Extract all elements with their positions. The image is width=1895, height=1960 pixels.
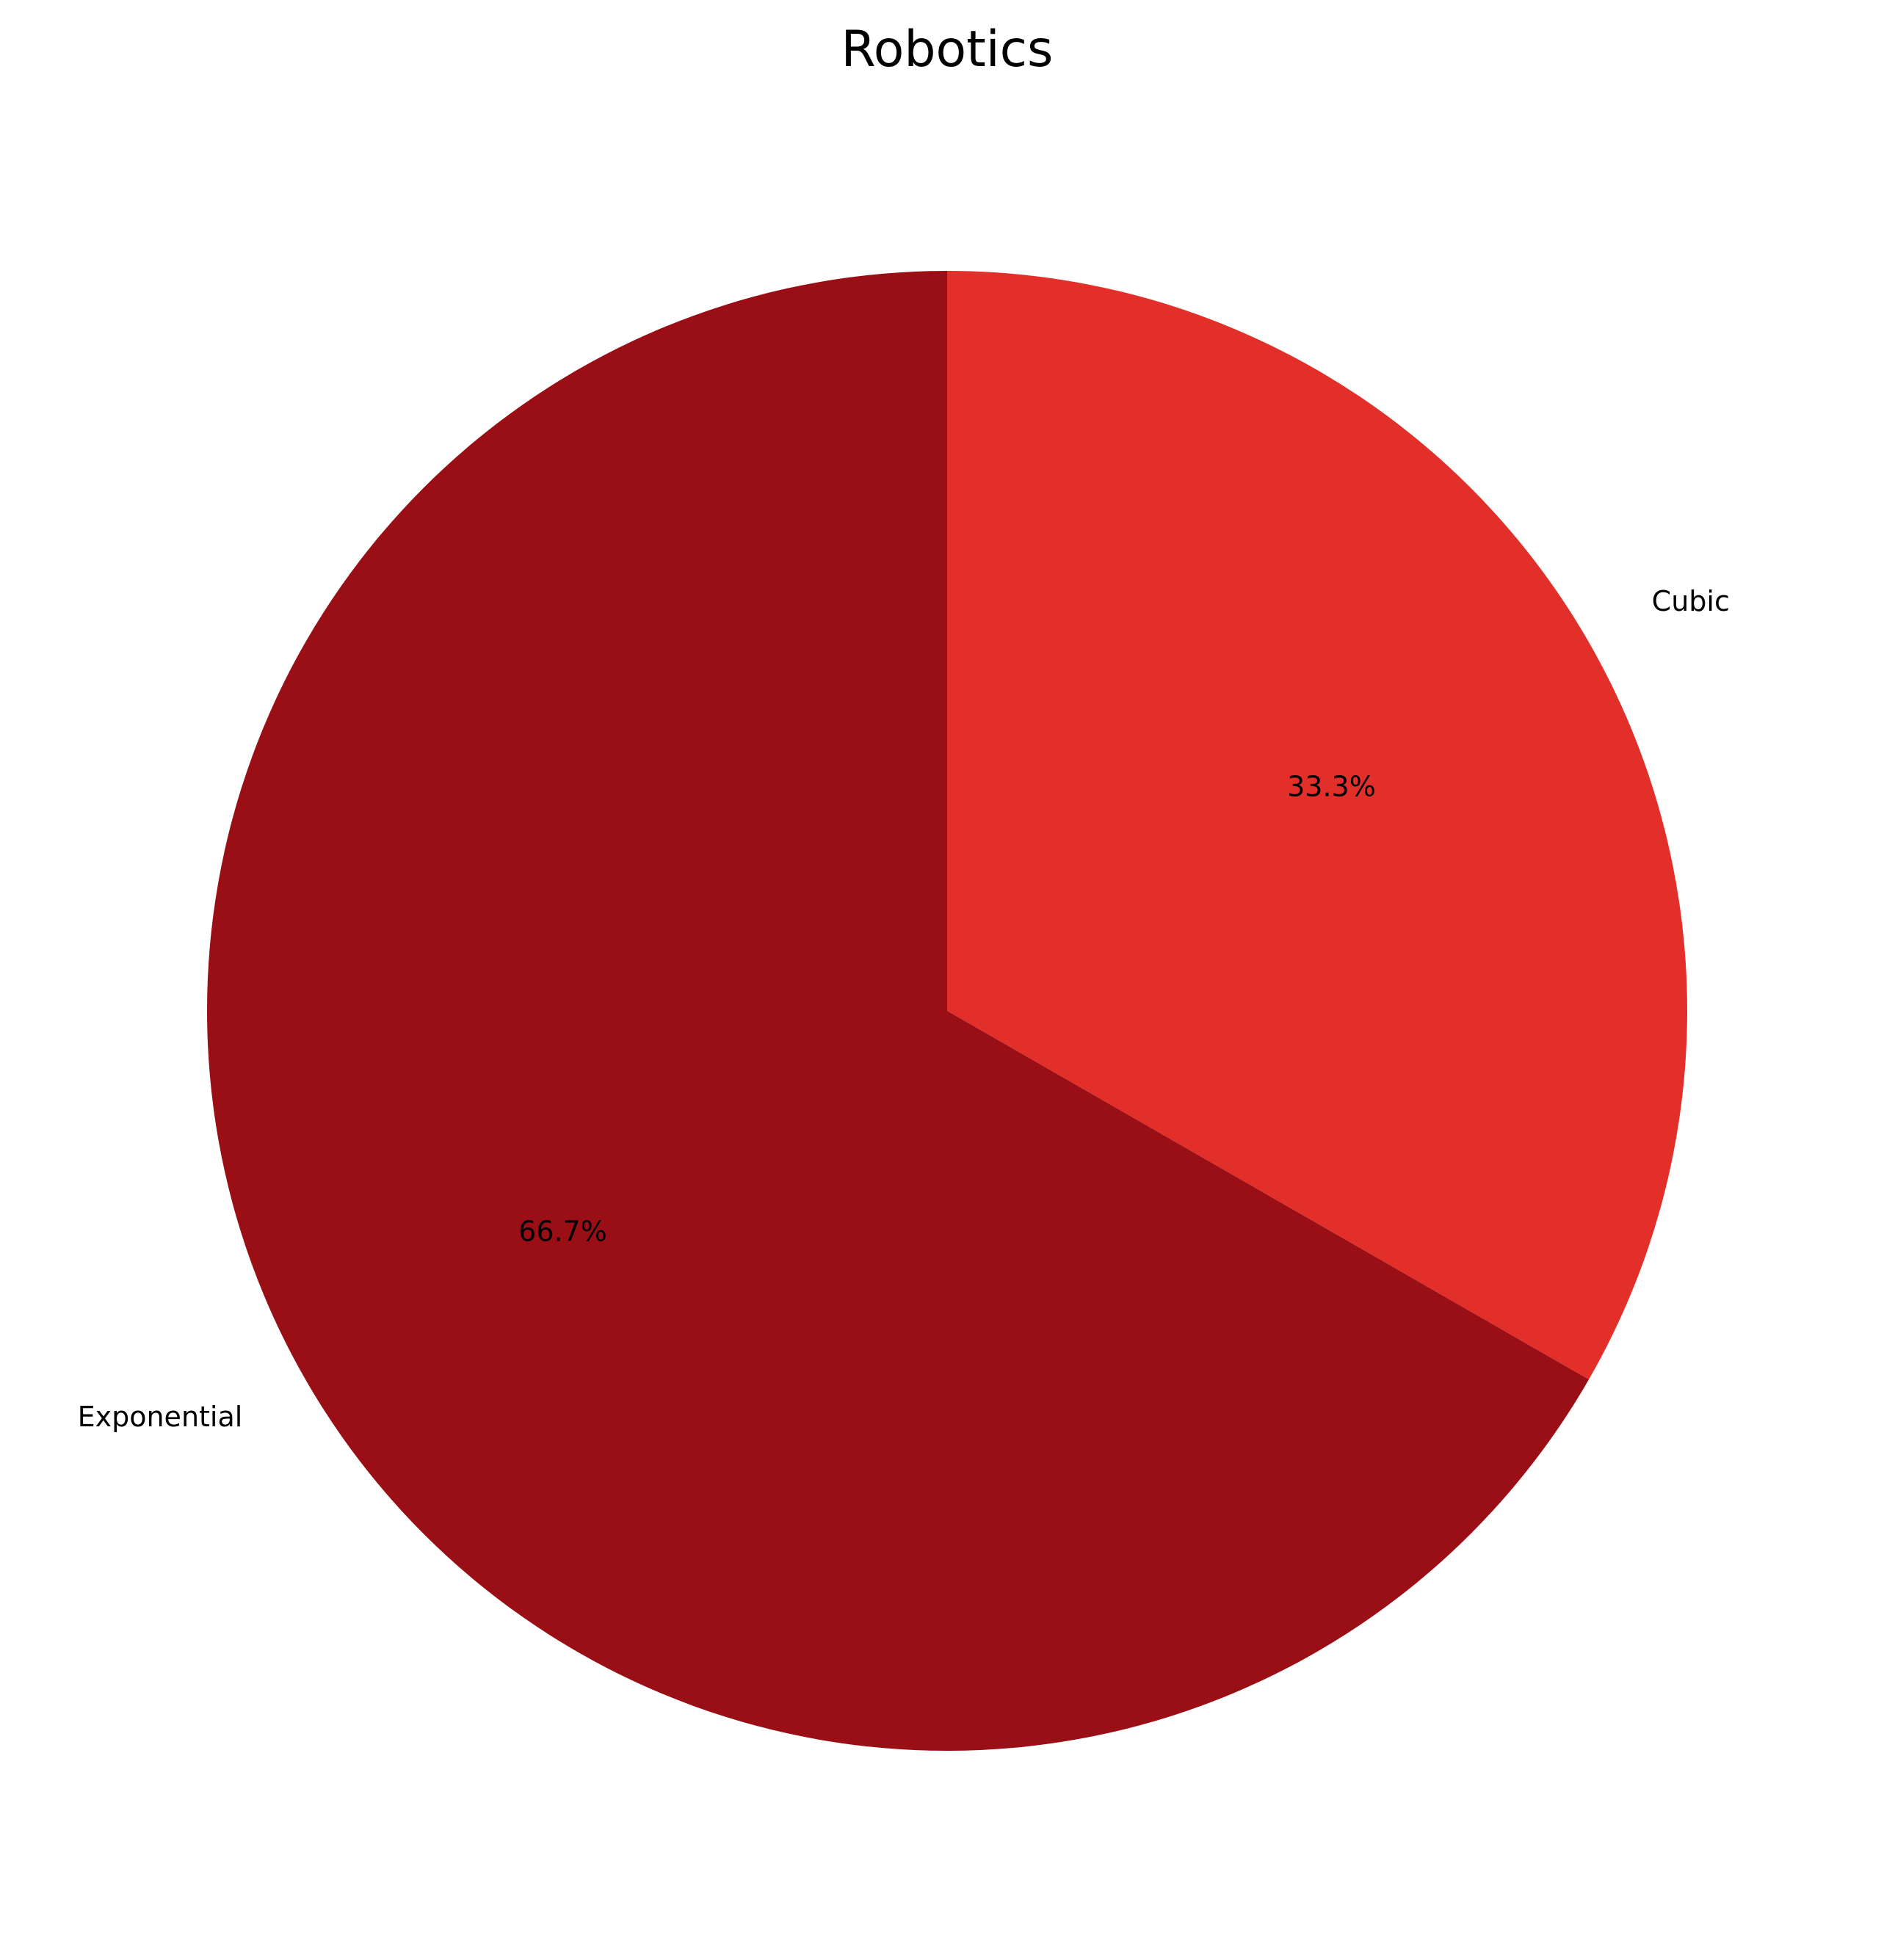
slice-label-cubic: Cubic <box>1652 585 1730 617</box>
pct-label-exponential: 66.7% <box>518 1215 607 1247</box>
chart-title: Robotics <box>841 21 1054 79</box>
slice-label-exponential: Exponential <box>78 1401 243 1433</box>
pie-slice-exponential <box>207 271 1590 1751</box>
pie-slices <box>207 271 1687 1751</box>
pie-slice-cubic <box>947 271 1687 1380</box>
pie-labels: Cubic 33.3% Exponential 66.7% <box>78 585 1730 1433</box>
pct-label-cubic: 33.3% <box>1287 771 1376 803</box>
